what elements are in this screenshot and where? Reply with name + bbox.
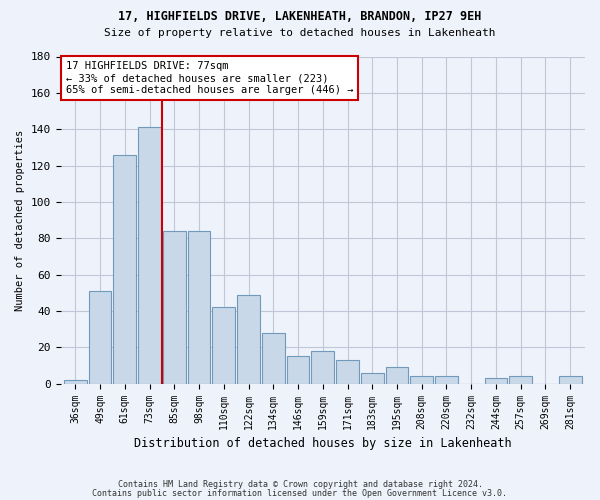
Text: Size of property relative to detached houses in Lakenheath: Size of property relative to detached ho… (104, 28, 496, 38)
Bar (212, 308, 235, 384)
Bar (410, 376, 433, 384)
Bar (237, 294, 260, 384)
Bar (287, 356, 310, 384)
Bar (138, 128, 161, 384)
X-axis label: Distribution of detached houses by size in Lakenheath: Distribution of detached houses by size … (134, 437, 512, 450)
Bar (311, 351, 334, 384)
Y-axis label: Number of detached properties: Number of detached properties (15, 130, 25, 310)
Bar (89, 291, 112, 384)
Text: Contains HM Land Registry data © Crown copyright and database right 2024.: Contains HM Land Registry data © Crown c… (118, 480, 482, 489)
Bar (163, 231, 186, 384)
Text: 17 HIGHFIELDS DRIVE: 77sqm
← 33% of detached houses are smaller (223)
65% of sem: 17 HIGHFIELDS DRIVE: 77sqm ← 33% of deta… (66, 62, 353, 94)
Bar (336, 360, 359, 384)
Bar (435, 376, 458, 384)
Text: 17, HIGHFIELDS DRIVE, LAKENHEATH, BRANDON, IP27 9EH: 17, HIGHFIELDS DRIVE, LAKENHEATH, BRANDO… (118, 10, 482, 23)
Bar (64, 380, 87, 384)
Bar (485, 378, 508, 384)
Bar (559, 376, 581, 384)
Bar (509, 376, 532, 384)
Bar (361, 373, 383, 384)
Bar (188, 231, 211, 384)
Bar (262, 333, 284, 384)
Text: Contains public sector information licensed under the Open Government Licence v3: Contains public sector information licen… (92, 489, 508, 498)
Bar (113, 154, 136, 384)
Bar (386, 368, 409, 384)
